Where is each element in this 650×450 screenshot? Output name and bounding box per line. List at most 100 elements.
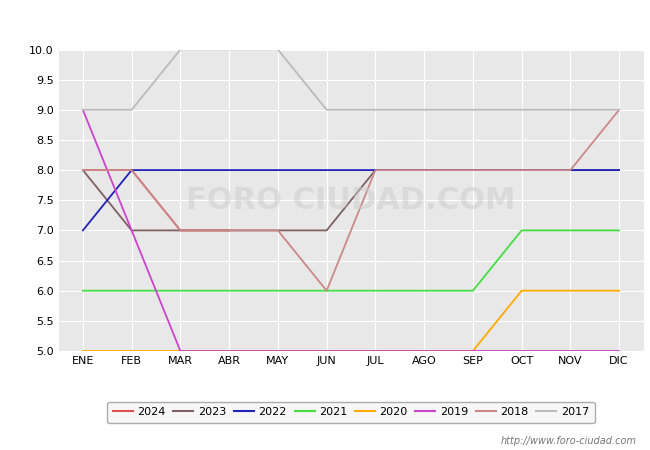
2021	[274, 288, 282, 293]
2021	[225, 288, 233, 293]
2018	[372, 167, 380, 173]
2021	[127, 288, 136, 293]
2019	[372, 348, 380, 354]
2019	[566, 348, 575, 354]
2018	[517, 167, 525, 173]
2020	[177, 348, 185, 354]
2019	[615, 348, 623, 354]
2019	[322, 348, 330, 354]
Line: 2021: 2021	[83, 230, 619, 291]
Line: 2022: 2022	[83, 170, 619, 230]
Text: http://www.foro-ciudad.com: http://www.foro-ciudad.com	[501, 436, 637, 446]
2020	[517, 288, 525, 293]
2018	[79, 167, 87, 173]
Line: 2017: 2017	[83, 50, 619, 110]
2019	[274, 348, 282, 354]
Line: 2018: 2018	[83, 110, 619, 291]
Text: Afiliados en Bujalaro a 30/4/2024: Afiliados en Bujalaro a 30/4/2024	[187, 13, 463, 31]
Line: 2023: 2023	[83, 170, 619, 230]
2020	[420, 348, 428, 354]
2021	[79, 288, 87, 293]
2024	[79, 167, 87, 173]
2023	[372, 167, 380, 173]
2019	[420, 348, 428, 354]
2022	[79, 228, 87, 233]
2017	[372, 107, 380, 112]
Line: 2024: 2024	[83, 170, 229, 230]
2020	[615, 288, 623, 293]
2017	[322, 107, 330, 112]
2018	[274, 228, 282, 233]
2020	[274, 348, 282, 354]
2022	[274, 167, 282, 173]
2018	[225, 228, 233, 233]
2018	[615, 107, 623, 112]
2021	[177, 288, 185, 293]
2022	[177, 167, 185, 173]
2017	[469, 107, 477, 112]
2017	[615, 107, 623, 112]
2017	[566, 107, 575, 112]
2021	[615, 228, 623, 233]
2018	[177, 228, 185, 233]
2020	[322, 348, 330, 354]
2024	[127, 167, 136, 173]
2023	[274, 228, 282, 233]
2019	[517, 348, 525, 354]
2021	[566, 228, 575, 233]
2021	[517, 228, 525, 233]
2023	[322, 228, 330, 233]
2021	[469, 288, 477, 293]
2021	[372, 288, 380, 293]
2023	[127, 228, 136, 233]
2023	[225, 228, 233, 233]
2020	[225, 348, 233, 354]
Text: FORO CIUDAD.COM: FORO CIUDAD.COM	[187, 186, 515, 215]
2017	[420, 107, 428, 112]
2020	[566, 288, 575, 293]
2023	[469, 167, 477, 173]
2022	[225, 167, 233, 173]
2022	[469, 167, 477, 173]
2021	[322, 288, 330, 293]
Legend: 2024, 2023, 2022, 2021, 2020, 2019, 2018, 2017: 2024, 2023, 2022, 2021, 2020, 2019, 2018…	[107, 402, 595, 423]
2019	[469, 348, 477, 354]
2024	[177, 228, 185, 233]
2020	[127, 348, 136, 354]
2017	[177, 47, 185, 52]
2022	[615, 167, 623, 173]
2020	[469, 348, 477, 354]
2020	[372, 348, 380, 354]
2017	[517, 107, 525, 112]
2018	[469, 167, 477, 173]
2022	[322, 167, 330, 173]
2023	[420, 167, 428, 173]
2022	[566, 167, 575, 173]
Line: 2019: 2019	[83, 110, 619, 351]
2021	[420, 288, 428, 293]
2019	[225, 348, 233, 354]
2018	[322, 288, 330, 293]
2019	[79, 107, 87, 112]
2020	[79, 348, 87, 354]
2017	[225, 47, 233, 52]
2023	[615, 167, 623, 173]
Line: 2020: 2020	[83, 291, 619, 351]
2023	[79, 167, 87, 173]
2019	[177, 348, 185, 354]
2023	[517, 167, 525, 173]
2022	[420, 167, 428, 173]
2017	[127, 107, 136, 112]
2023	[566, 167, 575, 173]
2024	[225, 228, 233, 233]
2019	[127, 228, 136, 233]
2017	[79, 107, 87, 112]
2022	[127, 167, 136, 173]
2018	[127, 167, 136, 173]
2022	[517, 167, 525, 173]
2017	[274, 47, 282, 52]
2022	[372, 167, 380, 173]
2023	[177, 228, 185, 233]
2018	[420, 167, 428, 173]
2018	[566, 167, 575, 173]
